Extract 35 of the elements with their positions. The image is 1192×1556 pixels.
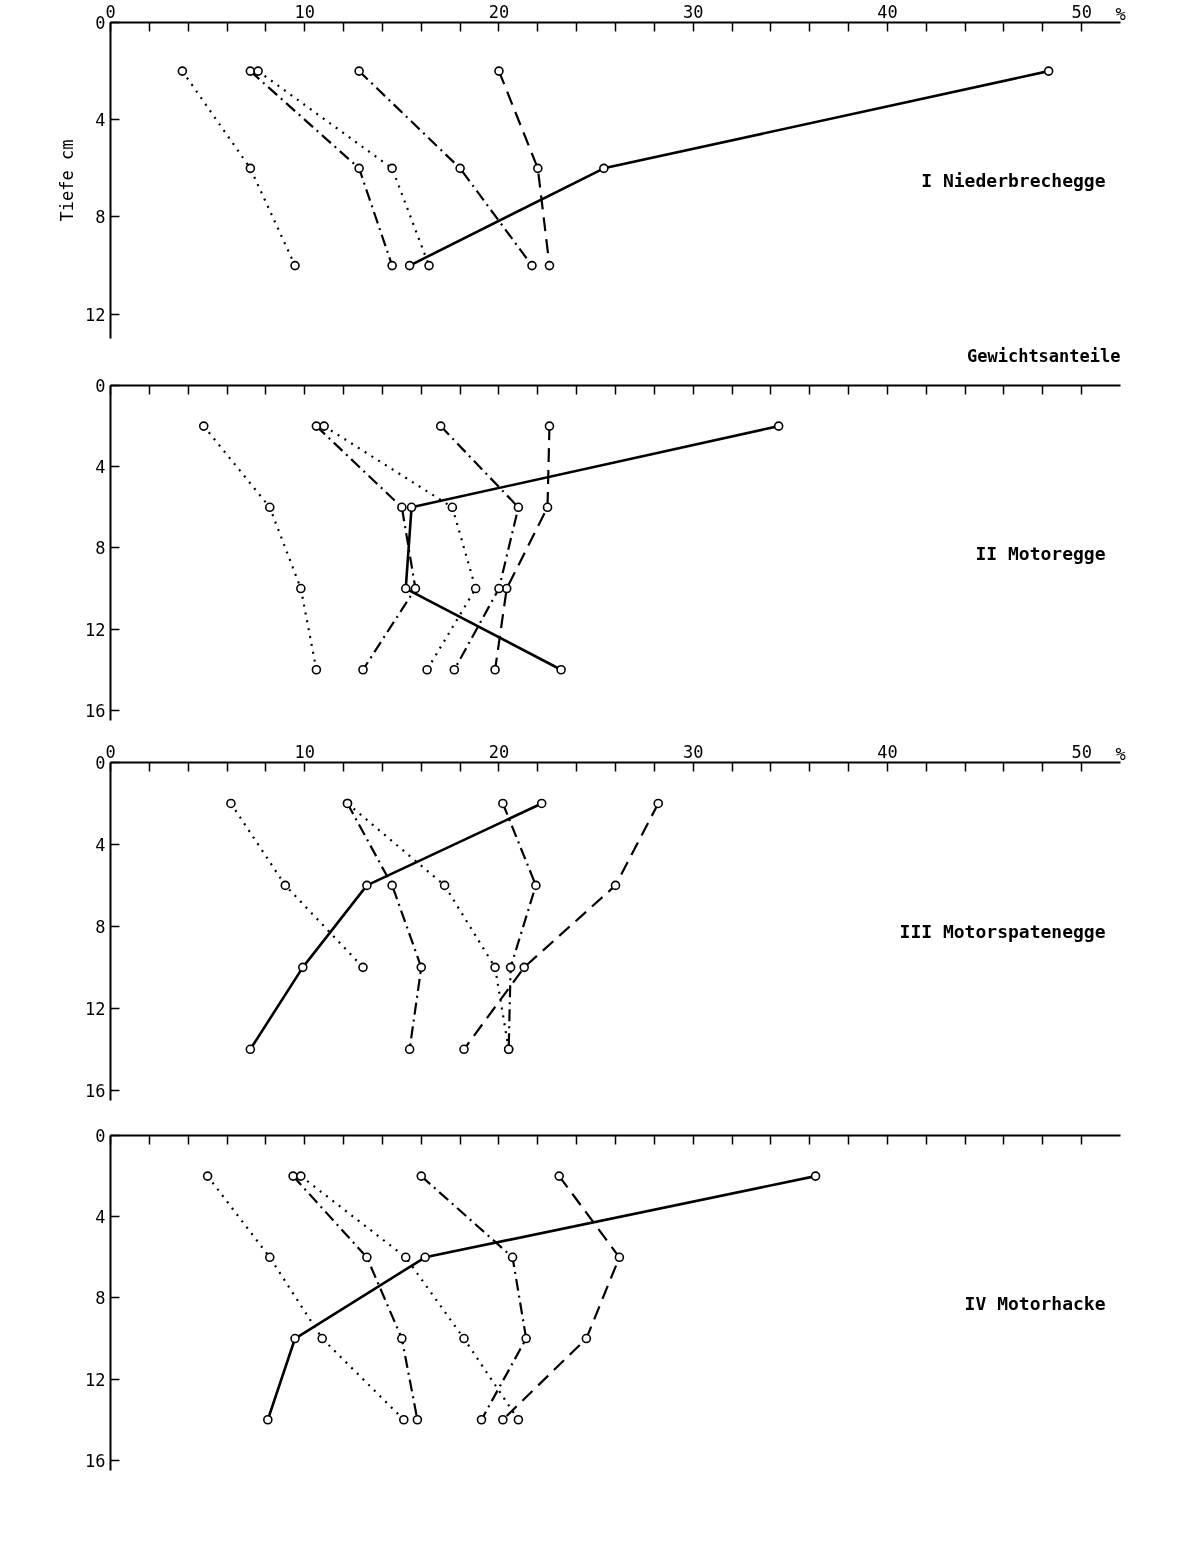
y-tick-label: 12 [85, 1369, 106, 1390]
x-tick-label: 10 [294, 741, 315, 762]
y-axis-title: Tiefe cm [57, 139, 78, 222]
x-tick-label: 50 [1071, 1, 1092, 22]
y-tick-label: 12 [85, 304, 106, 325]
text: IV Motorhacke [964, 1292, 1106, 1314]
y-tick-label: 0 [95, 376, 106, 396]
y-tick-label: 12 [85, 998, 106, 1019]
text: I Niederbrechegge [921, 170, 1106, 191]
x-tick-label: 20 [488, 741, 510, 762]
x-tick-label: 30 [682, 1, 704, 22]
y-tick-label: 16 [85, 700, 106, 721]
x-tick-label: 20 [488, 1, 510, 22]
x-tick-label: 10 [294, 1, 315, 22]
x-tick-label: 40 [877, 741, 898, 762]
y-tick-label: 8 [95, 916, 106, 937]
y-tick-label: 4 [95, 834, 106, 855]
y-tick-label: 16 [85, 1450, 106, 1471]
y-tick-label: 8 [95, 538, 106, 559]
x-tick-label: 30 [682, 741, 704, 762]
y-tick-label: 16 [85, 1080, 106, 1101]
y-tick-label: 4 [95, 1207, 106, 1228]
y-tick-label: 8 [95, 207, 106, 228]
x-axis-title: % [1115, 743, 1126, 764]
y-tick-label: 12 [85, 619, 106, 640]
y-tick-label: 0 [95, 1126, 106, 1146]
y-tick-label: 4 [95, 457, 106, 478]
text: II Motoregge [975, 542, 1106, 564]
y-tick-label: 8 [95, 1288, 106, 1309]
y-tick-label: 4 [95, 110, 106, 131]
x-tick-label: 40 [877, 1, 898, 22]
text: Gewichtsanteile [966, 345, 1121, 366]
text: III Motorspatenegge [899, 921, 1106, 942]
x-tick-label: 50 [1071, 741, 1092, 762]
x-axis-title: % [1115, 3, 1126, 24]
